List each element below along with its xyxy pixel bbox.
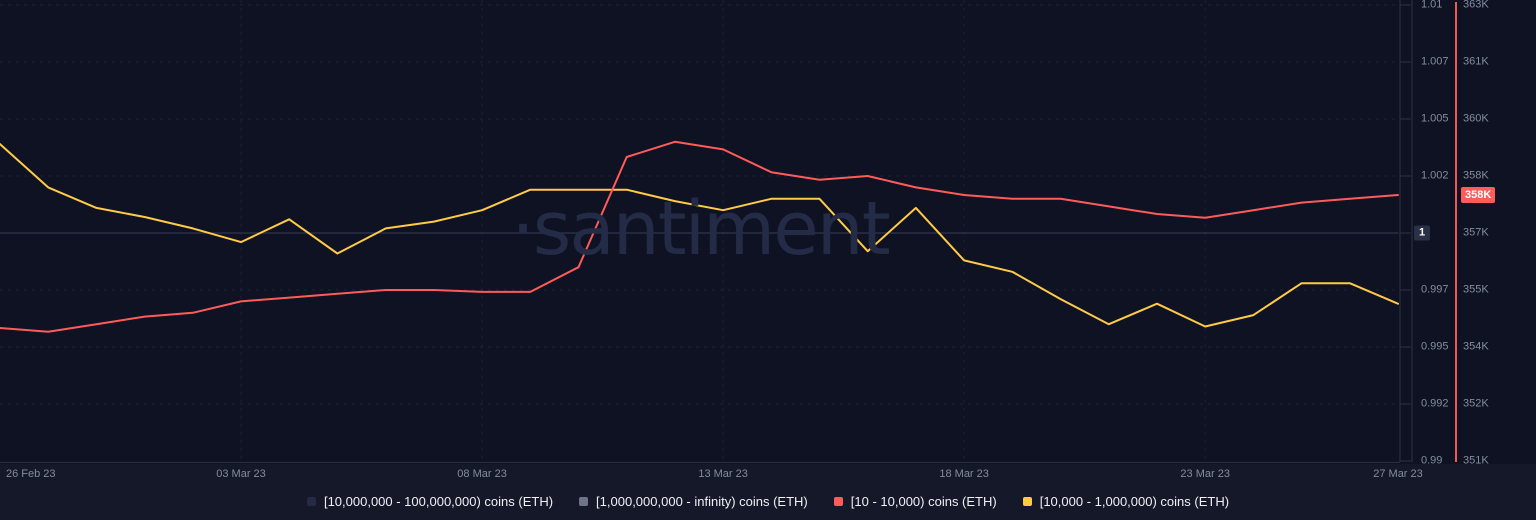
legend: [10,000,000 - 100,000,000) coins (ETH) [1… (0, 490, 1536, 512)
legend-label: [10 - 10,000) coins (ETH) (850, 493, 997, 509)
coins-tick-label: 351K (1463, 454, 1489, 467)
legend-label: [1,000,000,000 - infinity) coins (ETH) (596, 493, 808, 509)
legend-item-0[interactable]: [10,000,000 - 100,000,000) coins (ETH) (306, 493, 554, 509)
x-axis-label: 13 Mar 23 (698, 468, 748, 480)
legend-item-3[interactable]: [10,000 - 1,000,000) coins (ETH) (1022, 493, 1230, 509)
legend-label: [10,000 - 1,000,000) coins (ETH) (1039, 493, 1230, 509)
ratio-tick-label: 1.01 (1421, 0, 1443, 11)
coins-tick-label: 360K (1463, 112, 1489, 125)
coins-tick-label: 355K (1463, 283, 1489, 296)
coins-tick-label: 361K (1463, 55, 1489, 68)
legend-swatch-icon (579, 496, 589, 506)
coins-tick-label: 354K (1463, 340, 1489, 353)
chart-canvas (0, 0, 1457, 463)
coins-tick-label: 363K (1463, 0, 1489, 11)
coins-tick-label: 357K (1463, 226, 1489, 239)
x-axis-label: 08 Mar 23 (457, 468, 507, 480)
legend-item-1[interactable]: [1,000,000,000 - infinity) coins (ETH) (579, 494, 808, 509)
x-axis-label: 03 Mar 23 (216, 468, 266, 480)
coins-tick-label: 358K (1463, 169, 1489, 182)
legend-item-2[interactable]: [10 - 10,000) coins (ETH) (833, 493, 997, 509)
legend-label: [10,000,000 - 100,000,000) coins (ETH) (323, 493, 554, 509)
x-axis-label: 23 Mar 23 (1180, 468, 1230, 480)
ratio-tick-label: 1.005 (1421, 112, 1449, 125)
coins-tick-label: 352K (1463, 397, 1489, 410)
ratio-tick-label: 1.007 (1421, 55, 1449, 68)
x-axis-label: 27 Mar 23 (1373, 468, 1423, 480)
legend-swatch-icon (306, 496, 316, 506)
legend-swatch-icon (833, 496, 843, 506)
ratio-tick-label: 1.002 (1421, 169, 1449, 182)
ratio-tick-label: 0.99 (1421, 454, 1443, 467)
x-axis-label: 18 Mar 23 (939, 468, 989, 480)
x-axis-label: 26 Feb 23 (6, 468, 56, 480)
chart-footer: 26 Feb 23 03 Mar 23 08 Mar 23 13 Mar 23 18 M… (0, 464, 1536, 520)
ratio-tick-label: 0.995 (1421, 340, 1449, 353)
ratio-tick-label: 0.997 (1421, 283, 1449, 296)
legend-swatch-icon (1022, 496, 1032, 506)
last-value-badge: 358K (1461, 187, 1496, 203)
series-line-2 (0, 140, 1399, 333)
ratio-tick-label: 0.992 (1421, 397, 1449, 410)
ratio-tick-label: 1 (1414, 225, 1431, 241)
plot-area[interactable]: ·santiment 1.01 1.007 1.005 1.002 1 0.997 0.99… (0, 0, 1536, 467)
series-line-3 (0, 143, 1399, 328)
